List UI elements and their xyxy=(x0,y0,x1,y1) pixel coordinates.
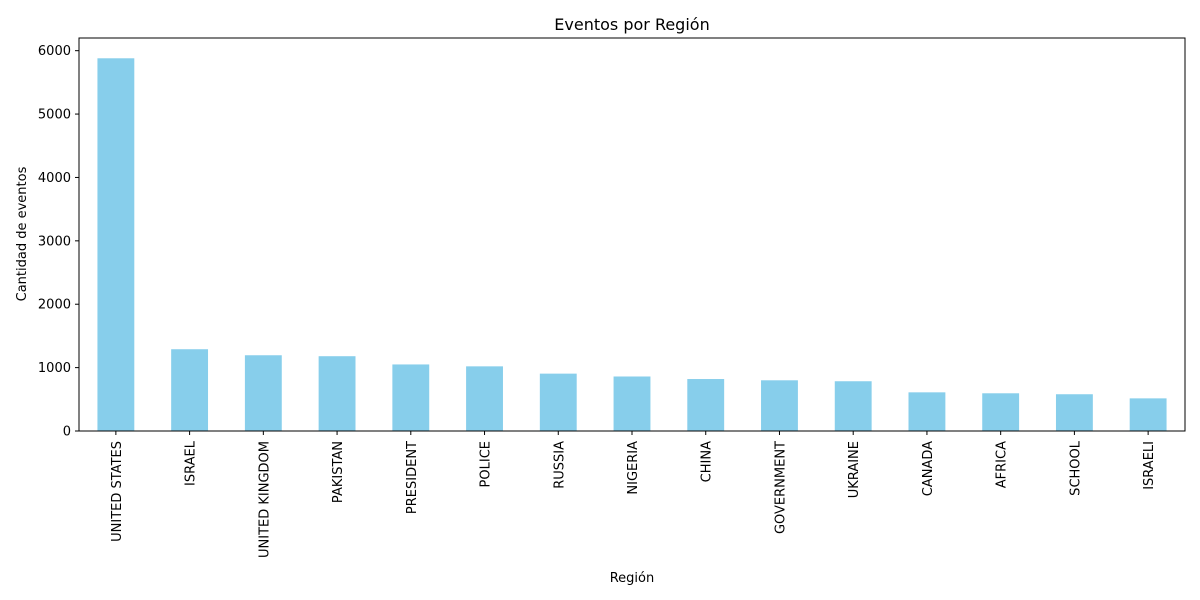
x-tick-label: AFRICA xyxy=(995,441,1010,488)
y-tick-label: 6000 xyxy=(38,44,71,59)
x-tick-label: PAKISTAN xyxy=(331,441,346,503)
x-tick-label: CHINA xyxy=(700,441,715,482)
y-tick-label: 3000 xyxy=(38,234,71,249)
bar-government xyxy=(761,380,798,431)
x-tick-label: NIGERIA xyxy=(626,441,641,495)
y-tick-label: 4000 xyxy=(38,171,71,186)
y-tick-label: 0 xyxy=(63,425,71,440)
bar-school xyxy=(1055,394,1093,431)
y-axis: 0 1000 2000 3000 4000 5000 6000 xyxy=(38,44,79,440)
bar-canada xyxy=(908,392,946,431)
x-tick-label: POLICE xyxy=(479,441,494,487)
bar-united-states xyxy=(97,58,135,431)
x-axis: UNITED STATES ISRAEL UNITED KINGDOM PAKISTA… xyxy=(110,431,1157,558)
bar-russia xyxy=(539,373,577,431)
bar-president xyxy=(392,364,430,431)
x-tick-label: ISRAELI xyxy=(1142,441,1157,490)
bar-israel xyxy=(171,349,209,431)
bar-ukraine xyxy=(834,381,872,431)
x-axis-title: Región xyxy=(610,571,655,586)
x-tick-label: RUSSIA xyxy=(552,441,567,489)
x-tick-label: UNITED KINGDOM xyxy=(257,441,272,558)
x-tick-label: GOVERNMENT xyxy=(773,441,788,534)
bar-china xyxy=(687,379,725,431)
bar-pakistan xyxy=(318,356,356,431)
bar-nigeria xyxy=(613,376,651,431)
x-tick-label: ISRAEL xyxy=(184,440,199,486)
bars-group xyxy=(97,58,1167,431)
x-tick-label: PRESIDENT xyxy=(405,441,420,514)
bar-united-kingdom xyxy=(244,355,282,431)
x-tick-label: SCHOOL xyxy=(1068,440,1083,496)
chart-title: Eventos por Región xyxy=(554,15,709,34)
x-tick-label: UKRAINE xyxy=(847,441,862,498)
bar-africa xyxy=(982,393,1020,431)
bar-police xyxy=(466,366,503,431)
y-tick-label: 2000 xyxy=(38,298,71,313)
y-tick-label: 5000 xyxy=(38,108,71,123)
x-tick-label: CANADA xyxy=(921,441,936,496)
y-tick-label: 1000 xyxy=(38,361,71,376)
y-axis-title: Cantidad de eventos xyxy=(15,166,30,301)
bar-israeli xyxy=(1129,398,1167,431)
x-tick-label: UNITED STATES xyxy=(110,441,125,542)
